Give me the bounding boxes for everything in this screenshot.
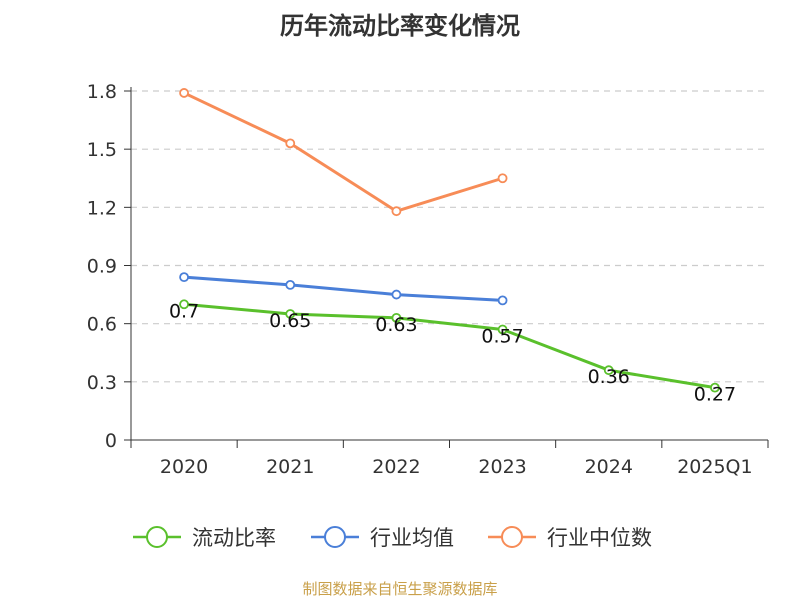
series-line-2 bbox=[183, 91, 504, 213]
x-tick-label: 2022 bbox=[372, 456, 420, 478]
x-tick-label: 2020 bbox=[160, 456, 208, 478]
x-tick-label: 2025Q1 bbox=[677, 456, 752, 478]
data-point[interactable] bbox=[285, 138, 296, 149]
series-lines bbox=[179, 88, 720, 393]
y-tick-label: 1.5 bbox=[87, 139, 117, 161]
x-tick-label: 2023 bbox=[478, 456, 526, 478]
legend-marker bbox=[146, 526, 168, 548]
data-point[interactable] bbox=[497, 173, 508, 184]
legend-item[interactable]: 行业中位数 bbox=[488, 526, 652, 550]
axes: 0 0.3 0.6 0.9 1.2 1.5 1.8 2020 2021 2022 2023 2024 2… bbox=[87, 81, 769, 478]
data-point[interactable] bbox=[497, 324, 508, 335]
data-label: 0.27 bbox=[694, 384, 736, 406]
y-tick-label: 0.3 bbox=[87, 372, 117, 394]
data-point[interactable] bbox=[179, 88, 189, 98]
x-tick-label: 2021 bbox=[266, 456, 314, 478]
data-point[interactable] bbox=[710, 382, 720, 393]
legend-marker bbox=[501, 526, 523, 548]
y-tick-label: 1.8 bbox=[87, 81, 117, 103]
y-tick-label: 0.6 bbox=[87, 314, 117, 336]
legend-item[interactable]: 行业均值 bbox=[311, 526, 454, 550]
legend-marker bbox=[324, 526, 346, 548]
legend-item[interactable]: 流动比率 bbox=[133, 526, 276, 550]
legend-label: 行业中位数 bbox=[547, 526, 652, 550]
data-point[interactable] bbox=[179, 299, 189, 310]
legend[interactable]: 流动比率 行业均值 行业中位数 bbox=[133, 526, 652, 550]
data-label: 0.57 bbox=[481, 325, 523, 347]
data-point[interactable] bbox=[285, 309, 296, 319]
data-labels: 0.7 0.65 0.63 0.57 0.36 0.27 bbox=[169, 300, 736, 405]
source-note: 制图数据来自恒生聚源数据库 bbox=[302, 580, 498, 598]
series-line-1 bbox=[183, 275, 503, 302]
y-tick-label: 0.9 bbox=[87, 256, 117, 278]
legend-label: 行业均值 bbox=[370, 526, 454, 550]
legend-label: 流动比率 bbox=[192, 526, 276, 550]
data-point[interactable] bbox=[497, 295, 508, 306]
data-label: 0.7 bbox=[169, 300, 199, 322]
series-line-0 bbox=[183, 302, 716, 390]
data-point[interactable] bbox=[391, 289, 402, 300]
data-point[interactable] bbox=[391, 312, 402, 323]
data-point[interactable] bbox=[391, 206, 402, 217]
data-point[interactable] bbox=[285, 279, 296, 290]
chart-title: 历年流动比率变化情况 bbox=[280, 12, 520, 40]
data-point[interactable] bbox=[603, 365, 614, 376]
y-tick-label: 0 bbox=[105, 430, 117, 452]
x-tick-label: 2024 bbox=[585, 456, 633, 478]
data-label: 0.63 bbox=[375, 314, 417, 336]
data-label: 0.36 bbox=[588, 366, 630, 388]
data-point[interactable] bbox=[179, 272, 189, 283]
grid-lines bbox=[131, 90, 768, 383]
y-tick-label: 1.2 bbox=[87, 197, 117, 219]
data-label: 0.65 bbox=[269, 310, 311, 332]
